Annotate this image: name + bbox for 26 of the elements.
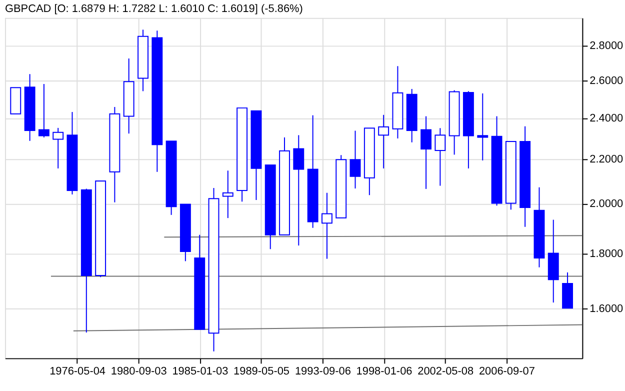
x-tick-label: 1985-01-03: [172, 366, 228, 378]
candlestick: [52, 127, 64, 169]
y-tick-label: 2.0000: [590, 198, 624, 210]
y-tick-label: 2.8000: [590, 40, 624, 52]
y-tick-label: 2.6000: [590, 74, 624, 87]
candlestick: [293, 134, 304, 246]
chart-title: GBPCAD [O: 1.6879 H: 1.7282 L: 1.6010 C: 1.6019] (-5.86%): [4, 2, 303, 15]
x-tick-label: 1980-09-03: [110, 366, 167, 378]
y-tick-label: 2.2000: [590, 153, 624, 166]
candlestick: [477, 92, 488, 161]
candlestick: [420, 116, 432, 190]
candlestick: [434, 128, 446, 186]
x-tick-label: 1993-09-06: [294, 366, 351, 378]
candlestick: [350, 130, 361, 189]
x-tick-label: 1998-01-06: [356, 366, 412, 378]
candlestick: [222, 170, 234, 219]
y-tick-label: 1.6000: [590, 303, 624, 316]
x-tick-label: 1976-05-04: [50, 366, 106, 378]
candlestick: [321, 192, 332, 260]
x-tick-label: 1989-05-05: [234, 366, 290, 378]
y-tick-label: 2.4000: [590, 112, 624, 124]
y-tick-label: 1.8000: [590, 248, 624, 260]
x-tick-label: 2006-09-07: [478, 366, 535, 378]
candlestick: [38, 84, 50, 138]
candlestick: [378, 114, 390, 169]
x-tick-label: 2002-05-08: [418, 366, 474, 378]
